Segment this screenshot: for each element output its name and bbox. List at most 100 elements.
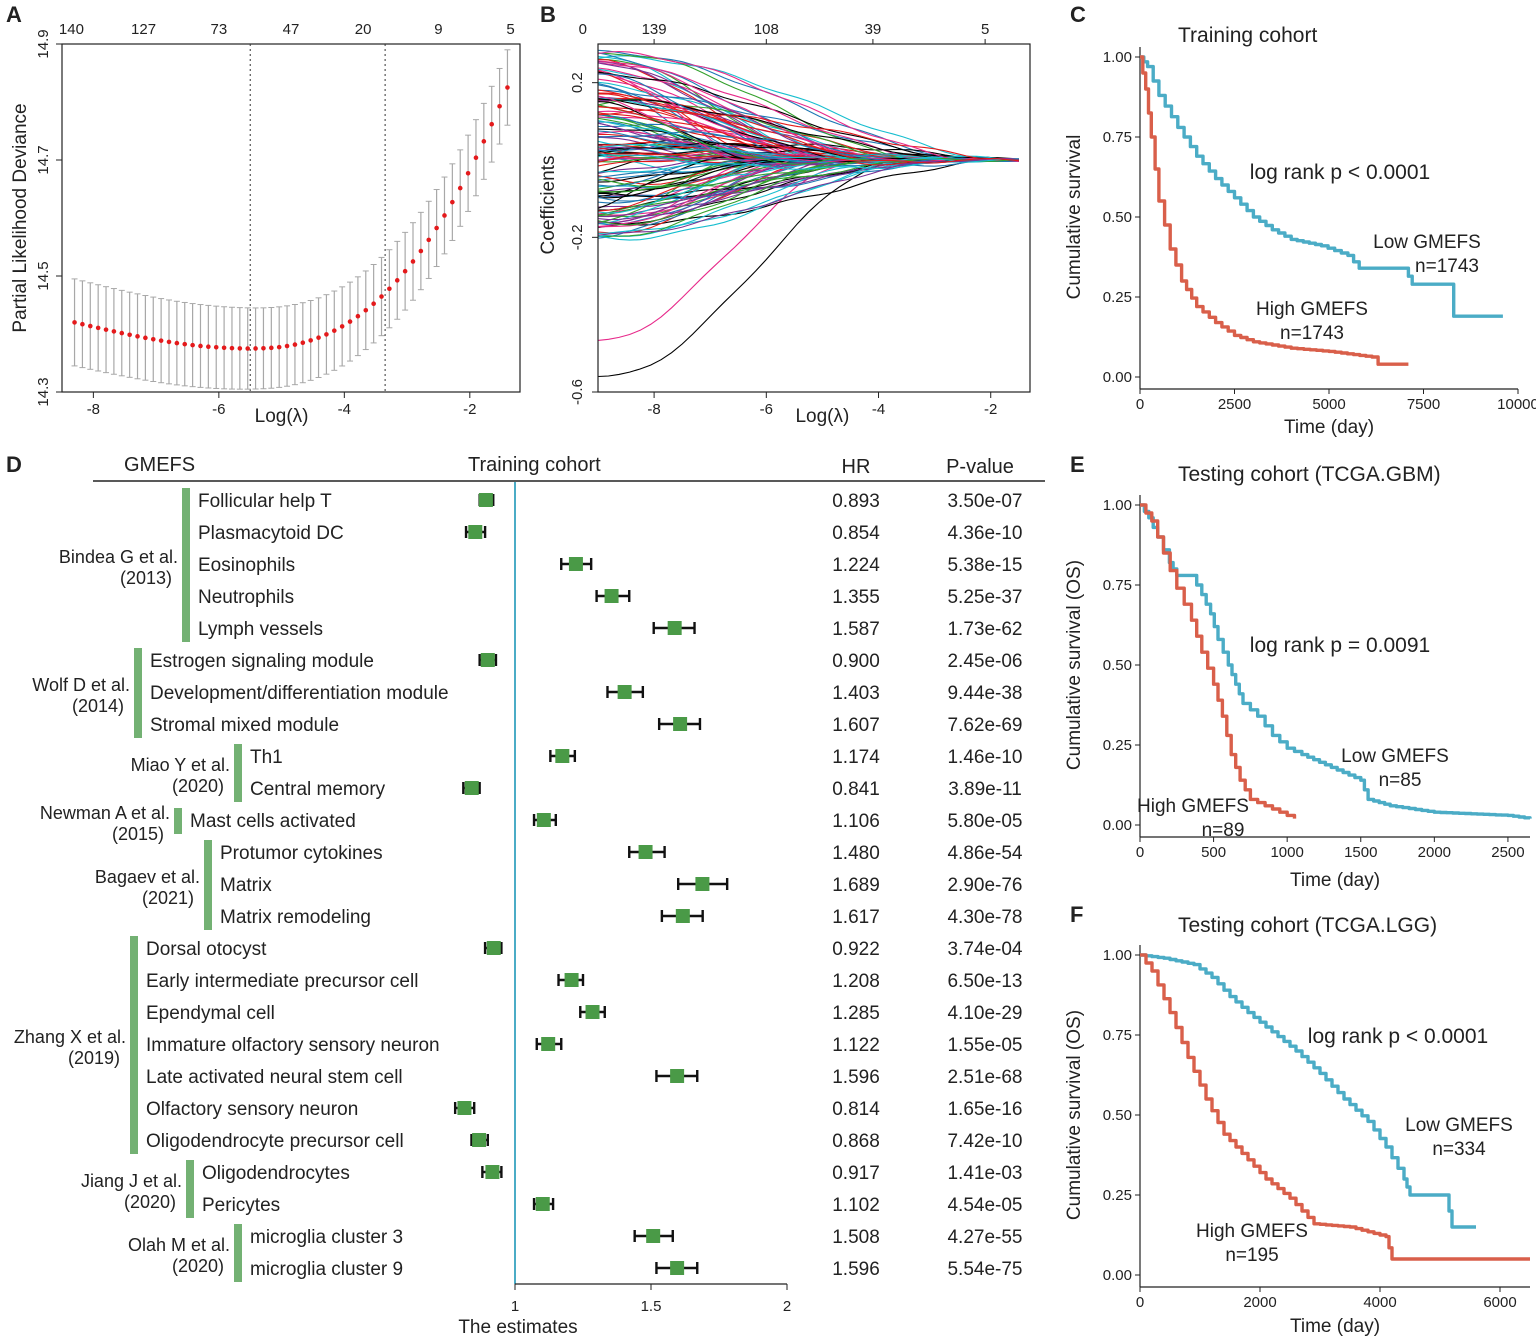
legend-high-n: n=195	[1225, 1245, 1278, 1266]
deviance-point	[481, 139, 487, 144]
deviance-point	[237, 346, 243, 351]
hr-value: 1.208	[832, 971, 880, 992]
p-value: 3.89e-11	[948, 779, 1022, 800]
group-author: Zhang X et al.	[14, 1027, 126, 1047]
hr-point	[646, 1229, 661, 1243]
deviance-point	[150, 336, 156, 342]
hr-value: 1.480	[832, 843, 880, 864]
deviance-point	[158, 338, 164, 343]
hr-value: 0.900	[832, 651, 880, 672]
signature-name: Stromal mixed module	[150, 715, 339, 736]
x-tick-label: -2	[463, 401, 476, 418]
hr-point	[564, 973, 579, 987]
hr-point	[464, 781, 479, 795]
hr-value: 0.917	[832, 1163, 880, 1184]
hr-value: 1.596	[832, 1259, 880, 1280]
group-author: Miao Y et al.	[131, 755, 230, 775]
panel-label-e: E	[1070, 452, 1085, 477]
x-tick-label: 1.5	[641, 1298, 662, 1315]
deviance-point	[72, 320, 77, 325]
x-axis-label: Time (day)	[1290, 1316, 1380, 1337]
coefficient-path	[597, 106, 1019, 164]
deviance-point	[497, 103, 502, 109]
p-value: 1.65e-16	[947, 1099, 1022, 1120]
legend-low-label: Low GMEFS	[1373, 232, 1481, 253]
hr-value: 0.893	[832, 491, 880, 512]
deviance-point	[95, 325, 101, 331]
plot-title: Testing cohort (TCGA.LGG)	[1178, 914, 1437, 937]
hr-point	[468, 525, 483, 539]
signature-name: Immature olfactory sensory neuron	[146, 1035, 440, 1056]
hr-value: 1.174	[832, 747, 880, 768]
legend-high-label: High GMEFS	[1196, 1221, 1308, 1242]
y-tick-label: 0.00	[1103, 1267, 1132, 1284]
hr-point	[536, 813, 551, 827]
panel-a-lasso-deviance: A -8 -6 -4 -2 14.3 14.5 14.7 14.9 140 127 73 47 20 9 5 0…	[6, 2, 587, 427]
x-tick-label: 0	[1136, 844, 1144, 861]
top-tick-label: 20	[355, 21, 372, 38]
hr-value: 1.617	[832, 907, 880, 928]
top-tick-label: 73	[211, 21, 228, 38]
deviance-point	[127, 332, 132, 338]
deviance-point	[87, 323, 93, 329]
x-tick-label: 2000	[1243, 1294, 1276, 1311]
deviance-point	[442, 213, 447, 218]
group-bracket	[174, 808, 182, 834]
legend-high-label: High GMEFS	[1137, 796, 1249, 817]
hr-point	[670, 1261, 685, 1275]
y-tick-label: 1.00	[1103, 49, 1132, 66]
x-axis-label: Time (day)	[1284, 417, 1374, 438]
panel-label-c: C	[1070, 2, 1086, 27]
deviance-point	[473, 155, 479, 161]
panel-f-km-lgg: F Testing cohort (TCGA.LGG) 0.00 0.25 0.50 0.…	[1064, 902, 1530, 1337]
deviance-point	[394, 278, 400, 283]
hr-value: 0.868	[832, 1131, 880, 1152]
legend-high-n: n=89	[1202, 820, 1245, 841]
p-value: 7.62e-69	[947, 715, 1022, 736]
hr-value: 1.508	[832, 1227, 880, 1248]
hr-point	[555, 749, 570, 763]
p-value: 2.45e-06	[947, 651, 1022, 672]
hr-point	[695, 877, 710, 891]
panel-c-km-training: C Training cohort 0.00 0.25 0.50 0.75 1.00 0 250…	[1064, 2, 1536, 438]
plot-frame-b	[597, 43, 1031, 393]
hr-point	[485, 1165, 500, 1179]
panel-label-f: F	[1070, 902, 1083, 927]
coefficient-path	[597, 143, 1019, 163]
plot-title: Training cohort	[1178, 24, 1317, 47]
coefficient-path	[597, 158, 1019, 226]
hr-value: 1.106	[832, 811, 880, 832]
deviance-point	[363, 307, 369, 313]
deviance-point	[339, 324, 345, 329]
hr-point	[667, 621, 682, 635]
p-value: 4.54e-05	[947, 1195, 1022, 1216]
x-tick-label: 500	[1201, 844, 1226, 861]
deviance-point	[80, 321, 85, 327]
deviance-point	[206, 344, 211, 349]
signature-name: Protumor cytokines	[220, 843, 383, 864]
p-value: 5.25e-37	[947, 587, 1022, 608]
hr-value: 1.587	[832, 619, 880, 640]
panel-label-d: D	[6, 452, 22, 477]
signature-name: Early intermediate precursor cell	[146, 971, 418, 992]
x-tick-label: 1000	[1270, 844, 1303, 861]
hr-value: 1.596	[832, 1067, 880, 1088]
panel-label-a: A	[6, 2, 22, 27]
survival-curve-high	[1140, 55, 1409, 366]
deviance-point	[111, 329, 117, 334]
coefficient-path	[597, 109, 1019, 161]
hr-point	[486, 941, 501, 955]
p-value: 9.44e-38	[947, 683, 1022, 704]
group-year: (2015)	[112, 824, 164, 844]
legend-low-label: Low GMEFS	[1341, 746, 1449, 767]
hr-value: 1.355	[832, 587, 880, 608]
coefficient-path	[597, 156, 1019, 229]
y-tick-label: 0.75	[1103, 129, 1132, 146]
y-tick-label: 1.00	[1103, 947, 1132, 964]
signature-name: Th1	[250, 747, 283, 768]
deviance-point	[434, 225, 439, 231]
hr-point	[638, 845, 653, 859]
group-year: (2019)	[68, 1048, 120, 1068]
hr-value: 1.224	[832, 555, 880, 576]
